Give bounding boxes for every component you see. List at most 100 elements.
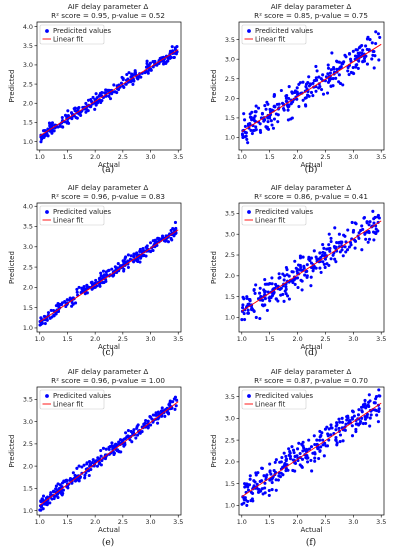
data-point (268, 469, 272, 473)
data-point (357, 46, 361, 50)
data-point (306, 460, 310, 464)
data-point (108, 97, 113, 101)
data-point (284, 458, 288, 462)
data-point (241, 303, 245, 307)
data-point (48, 316, 52, 320)
data-point (371, 49, 375, 53)
data-point (288, 457, 292, 461)
data-point (90, 280, 94, 284)
data-point (372, 217, 376, 221)
x-tick-label: 3.0 (348, 335, 358, 343)
data-point (104, 88, 108, 92)
y-tick-label: 1.5 (225, 480, 235, 488)
data-point (307, 84, 311, 88)
y-tick-label: 2.0 (23, 284, 33, 292)
data-point (345, 418, 349, 422)
data-point (95, 284, 99, 288)
data-point (130, 72, 134, 76)
legend-marker-points (45, 29, 49, 33)
data-point (91, 95, 95, 99)
data-point (243, 130, 247, 134)
data-point (318, 438, 322, 442)
data-point (243, 118, 247, 122)
data-point (356, 413, 361, 417)
data-point (377, 409, 381, 413)
data-point (268, 462, 272, 466)
data-point (149, 423, 153, 427)
data-point (125, 72, 129, 77)
data-point (240, 502, 244, 506)
chart-subtitle: R² score = 0.96, p-value = 1.00 (51, 376, 165, 385)
data-point (301, 98, 305, 102)
data-point (246, 488, 251, 492)
data-point (287, 85, 291, 89)
data-point (174, 404, 178, 408)
data-point (299, 268, 303, 272)
data-point (272, 93, 276, 97)
data-point (77, 105, 81, 110)
data-point (354, 427, 358, 431)
data-point (112, 83, 116, 87)
data-point (94, 92, 98, 96)
data-point (245, 482, 249, 486)
x-tick-label: 2.5 (118, 518, 128, 526)
data-point (284, 285, 288, 289)
data-point (366, 35, 370, 39)
data-point (129, 254, 133, 258)
data-point (335, 423, 339, 427)
data-point (362, 216, 366, 220)
data-point (270, 276, 274, 280)
data-point (269, 119, 273, 123)
data-point (102, 273, 106, 277)
data-point (163, 414, 167, 418)
data-point (101, 269, 106, 273)
data-point (243, 485, 247, 489)
data-point (52, 313, 56, 317)
data-point (243, 124, 247, 129)
y-tick-label: 2.5 (225, 75, 235, 83)
data-point (39, 508, 43, 512)
data-point (307, 438, 311, 442)
x-tick-label: 1.0 (35, 153, 45, 161)
legend-box (241, 24, 307, 45)
data-point (45, 318, 49, 322)
data-point (334, 428, 338, 432)
data-point (372, 401, 376, 405)
data-point (323, 257, 327, 261)
data-point (80, 465, 84, 469)
data-point (286, 294, 290, 298)
data-point (148, 415, 152, 419)
data-point (282, 278, 286, 282)
data-point (66, 486, 70, 490)
legend-box (39, 24, 105, 45)
data-point (248, 122, 252, 126)
data-point (143, 421, 147, 425)
x-tick-label: 1.5 (265, 335, 275, 343)
data-point (282, 451, 286, 455)
data-point (250, 132, 254, 136)
data-point (119, 450, 123, 454)
x-tick-label: 2.5 (320, 335, 330, 343)
chart-title: AIF delay parameter Δ (68, 2, 149, 11)
legend-label-points: Predicited values (255, 392, 314, 400)
data-point (254, 104, 258, 108)
data-point (45, 495, 50, 499)
data-point (91, 458, 95, 462)
x-tick-label: 1.0 (35, 518, 45, 526)
y-tick-label: 2.0 (225, 458, 235, 466)
data-point (364, 237, 368, 241)
data-point (138, 431, 142, 435)
data-point (242, 311, 246, 316)
data-point (46, 311, 51, 315)
y-tick-label: 1.0 (23, 138, 33, 146)
data-point (309, 458, 313, 462)
chart-subtitle: R² score = 0.86, p-value = 0.41 (254, 192, 368, 201)
data-point (303, 273, 307, 277)
data-point (339, 65, 343, 69)
data-point (321, 250, 325, 254)
data-point (85, 108, 89, 112)
data-point (77, 479, 81, 483)
data-point (250, 308, 254, 312)
data-point (157, 236, 161, 240)
data-point (61, 125, 65, 129)
